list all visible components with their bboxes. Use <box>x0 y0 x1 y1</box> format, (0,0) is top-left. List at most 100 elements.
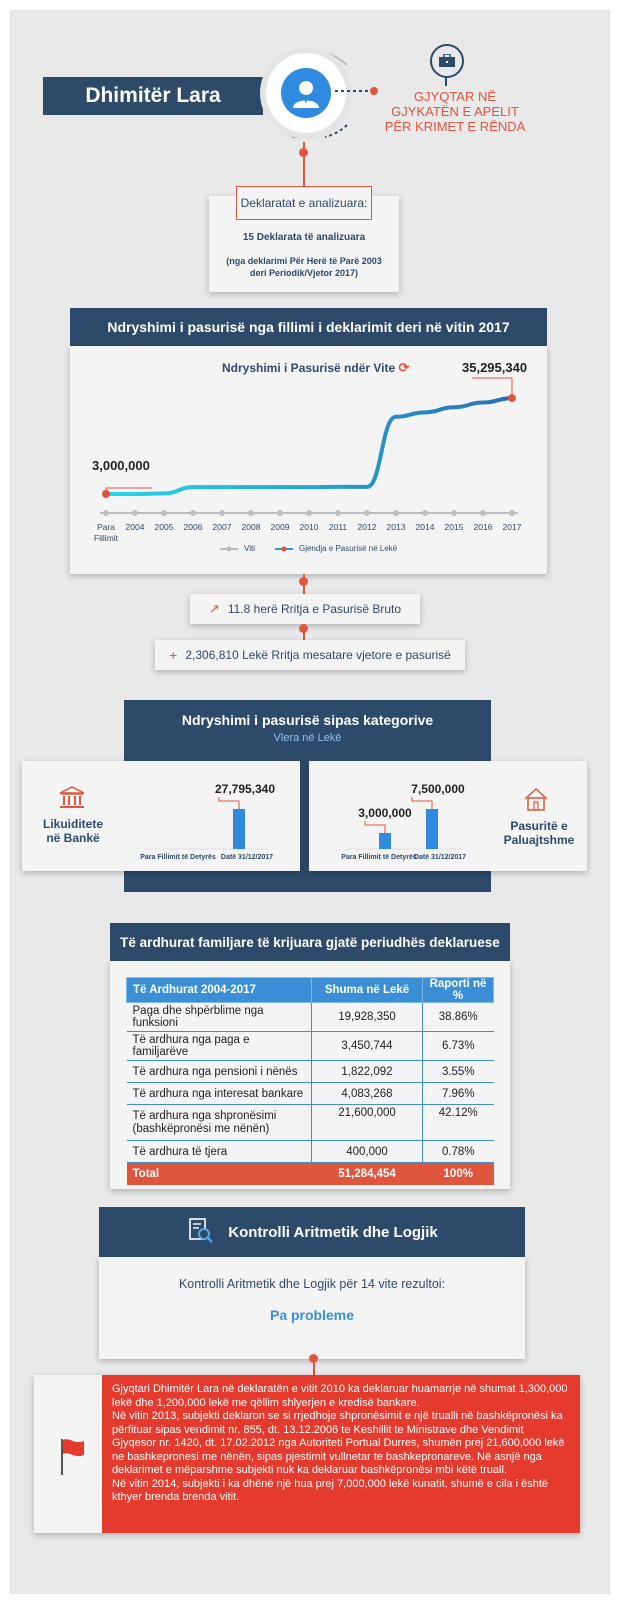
cell: Të ardhura të tjera <box>126 1140 312 1163</box>
connector-dot <box>299 577 308 586</box>
cell: 400,000 <box>311 1140 423 1163</box>
x-tick-label: 2009 <box>271 522 290 532</box>
x-axis-point <box>248 510 254 516</box>
chart-legend: Viti Gjendja e Pasurisë në Lekë <box>220 544 397 553</box>
declarations-count: 15 Deklarata të analizuara <box>242 232 366 243</box>
cell: 42.12% <box>422 1104 494 1141</box>
wealth-series-line <box>104 396 514 496</box>
table-row: Të ardhura nga pensioni i nënës 1,822,09… <box>126 1060 494 1083</box>
cell: Të ardhura nga shpronësimi (bashkëpronës… <box>126 1104 312 1141</box>
x-axis-point <box>132 510 138 516</box>
cell: Të ardhura nga interesat bankare <box>126 1082 312 1105</box>
plus-icon: + <box>169 647 178 663</box>
x-axis-point <box>277 510 283 516</box>
cell: 19,928,350 <box>311 1002 423 1032</box>
cell: Të ardhura nga paga e familjarëve <box>126 1031 312 1061</box>
cell: Paga dhe shpërblime nga funksioni <box>126 1002 312 1032</box>
growth-times-badge: ↗ 11.8 herë Rritja e Pasurisë Bruto <box>190 594 420 624</box>
declarations-card: Deklaratat e analizuara: 15 Deklarata të… <box>209 186 399 292</box>
wealth-chart-card: Ndryshimi i Pasurisë ndër Vite ⟳ Para Fil… <box>70 346 547 574</box>
bar-category-label: Datë 31/12/2017 <box>414 854 466 861</box>
liquidity-card: Likuiditete në Bankë Para Fillimit të De… <box>22 761 300 871</box>
income-card: Të Ardhurat 2004-2017 Shuma në Lekë Rapo… <box>110 961 510 1189</box>
note-box: Gjyqtari Dhimitër Lara në deklaratën e v… <box>102 1375 580 1533</box>
bar-category-label: Para Fillimit të Detyrës <box>140 854 216 861</box>
x-axis-point <box>190 510 196 516</box>
cell: Të ardhura nga pensioni i nënës <box>126 1060 312 1083</box>
bar-callout <box>364 821 386 833</box>
bar-callout <box>218 797 240 809</box>
x-tick-label: 2007 <box>213 522 232 532</box>
col-header: Raporti në % <box>422 977 494 1003</box>
check-result: Pa probleme <box>269 1307 355 1323</box>
check-section-header: Kontrolli Aritmetik dhe Logjik <box>99 1207 525 1257</box>
x-tick-label: 2013 <box>387 522 406 532</box>
cell: Total <box>126 1162 312 1185</box>
note-paragraph: Gjyqtari Dhimitër Lara në deklaratën e v… <box>112 1383 568 1409</box>
x-axis-point <box>480 510 486 516</box>
table-row: Të ardhura të tjera 400,000 0.78% <box>126 1140 494 1163</box>
col-header: Shuma në Lekë <box>311 977 423 1003</box>
refresh-icon: ⟳ <box>398 360 410 375</box>
cell: 51,284,454 <box>311 1162 423 1185</box>
table-header-row: Të Ardhurat 2004-2017 Shuma në Lekë Rapo… <box>126 977 494 1003</box>
x-axis-point <box>306 510 312 516</box>
x-axis-point <box>393 510 399 516</box>
bar <box>426 809 438 849</box>
x-tick-label: 2016 <box>474 522 493 532</box>
connector-line <box>303 142 305 187</box>
income-section-header: Të ardhurat familjare të krijuara gjatë … <box>110 923 510 961</box>
position-title: GJYQTAR NË GJYKATËN E APELIT PËR KRIMET … <box>384 89 526 134</box>
briefcase-stem <box>445 76 447 86</box>
end-callout <box>472 377 513 399</box>
bar-value-label: 3,000,000 <box>358 806 412 820</box>
briefcase-icon <box>430 44 464 78</box>
cell: 100% <box>422 1162 494 1185</box>
check-card: Kontrolli Aritmetik dhe Logjik për 14 vi… <box>99 1257 525 1359</box>
start-callout <box>105 487 152 494</box>
bar-value-label: 7,500,000 <box>411 782 465 796</box>
x-tick-label: 2012 <box>358 522 377 532</box>
wealth-section-header: Ndryshimi i pasurisë nga fillimi i dekla… <box>70 308 547 346</box>
connector-line <box>313 1359 315 1375</box>
table-row: Të ardhura nga shpronësimi (bashkëpronës… <box>126 1104 494 1141</box>
cell: 0.78% <box>422 1140 494 1163</box>
x-tick-label: 2005 <box>155 522 174 532</box>
x-tick-label: 2010 <box>300 522 319 532</box>
name-banner: Dhimitër Lara <box>43 77 263 115</box>
growth-annual-badge: + 2,306,810 Lekë Rritja mesatare vjetore… <box>155 640 465 670</box>
table-row: Të ardhura nga interesat bankare 4,083,2… <box>126 1082 494 1105</box>
connector-dot <box>309 1354 318 1363</box>
property-bar-chart: Para Fillimit të Detyrës 3,000,000 Datë 31… <box>341 782 466 861</box>
connector-dot <box>299 148 308 157</box>
legend-wealth: Gjendja e Pasurisë në Lekë <box>298 544 398 553</box>
x-axis-point <box>364 510 370 516</box>
flag-icon <box>58 1437 86 1482</box>
connector-dot <box>299 624 308 633</box>
cell: 3,450,744 <box>311 1031 423 1061</box>
bar-category-label: Datë 31/12/2017 <box>221 854 273 861</box>
document-search-icon <box>186 1216 214 1249</box>
bar-callout <box>411 797 433 809</box>
x-tick-label: 2004 <box>126 522 145 532</box>
cell: 4,083,268 <box>311 1082 423 1105</box>
property-label: Pasuritë e Paluajtshme <box>503 819 575 847</box>
x-axis-point <box>219 510 225 516</box>
start-value-label: 3,000,000 <box>92 458 150 473</box>
x-tick-label: Para Fillimit <box>94 522 119 543</box>
income-section-title: Të ardhurat familjare të krijuara gjatë … <box>120 934 500 950</box>
table-total-row: Total 51,284,454 100% <box>126 1162 494 1185</box>
bar-value-label: 27,795,340 <box>215 782 275 796</box>
col-header: Të Ardhurat 2004-2017 <box>126 977 312 1003</box>
liquidity-bar-chart: Para Fillimit të Detyrës Datë 31/12/2017 2… <box>140 782 275 861</box>
x-axis-point <box>103 510 109 516</box>
wealth-section-title: Ndryshimi i pasurisë nga fillimi i dekla… <box>107 319 510 335</box>
cell: 1,822,092 <box>311 1060 423 1083</box>
categories-title: Ndryshimi i pasurisë sipas kategorive <box>181 712 434 728</box>
wealth-line-chart: Para Fillimit 2004 2005 2006 2007 2008 2009 2010… <box>92 360 527 543</box>
declarations-note: (nga deklarimi Për Herë të Parë 2003 der… <box>226 256 382 278</box>
house-icon <box>523 787 549 816</box>
x-axis-point <box>451 510 457 516</box>
person-name: Dhimitër Lara <box>85 84 221 107</box>
x-tick-label: 2011 <box>329 522 348 532</box>
